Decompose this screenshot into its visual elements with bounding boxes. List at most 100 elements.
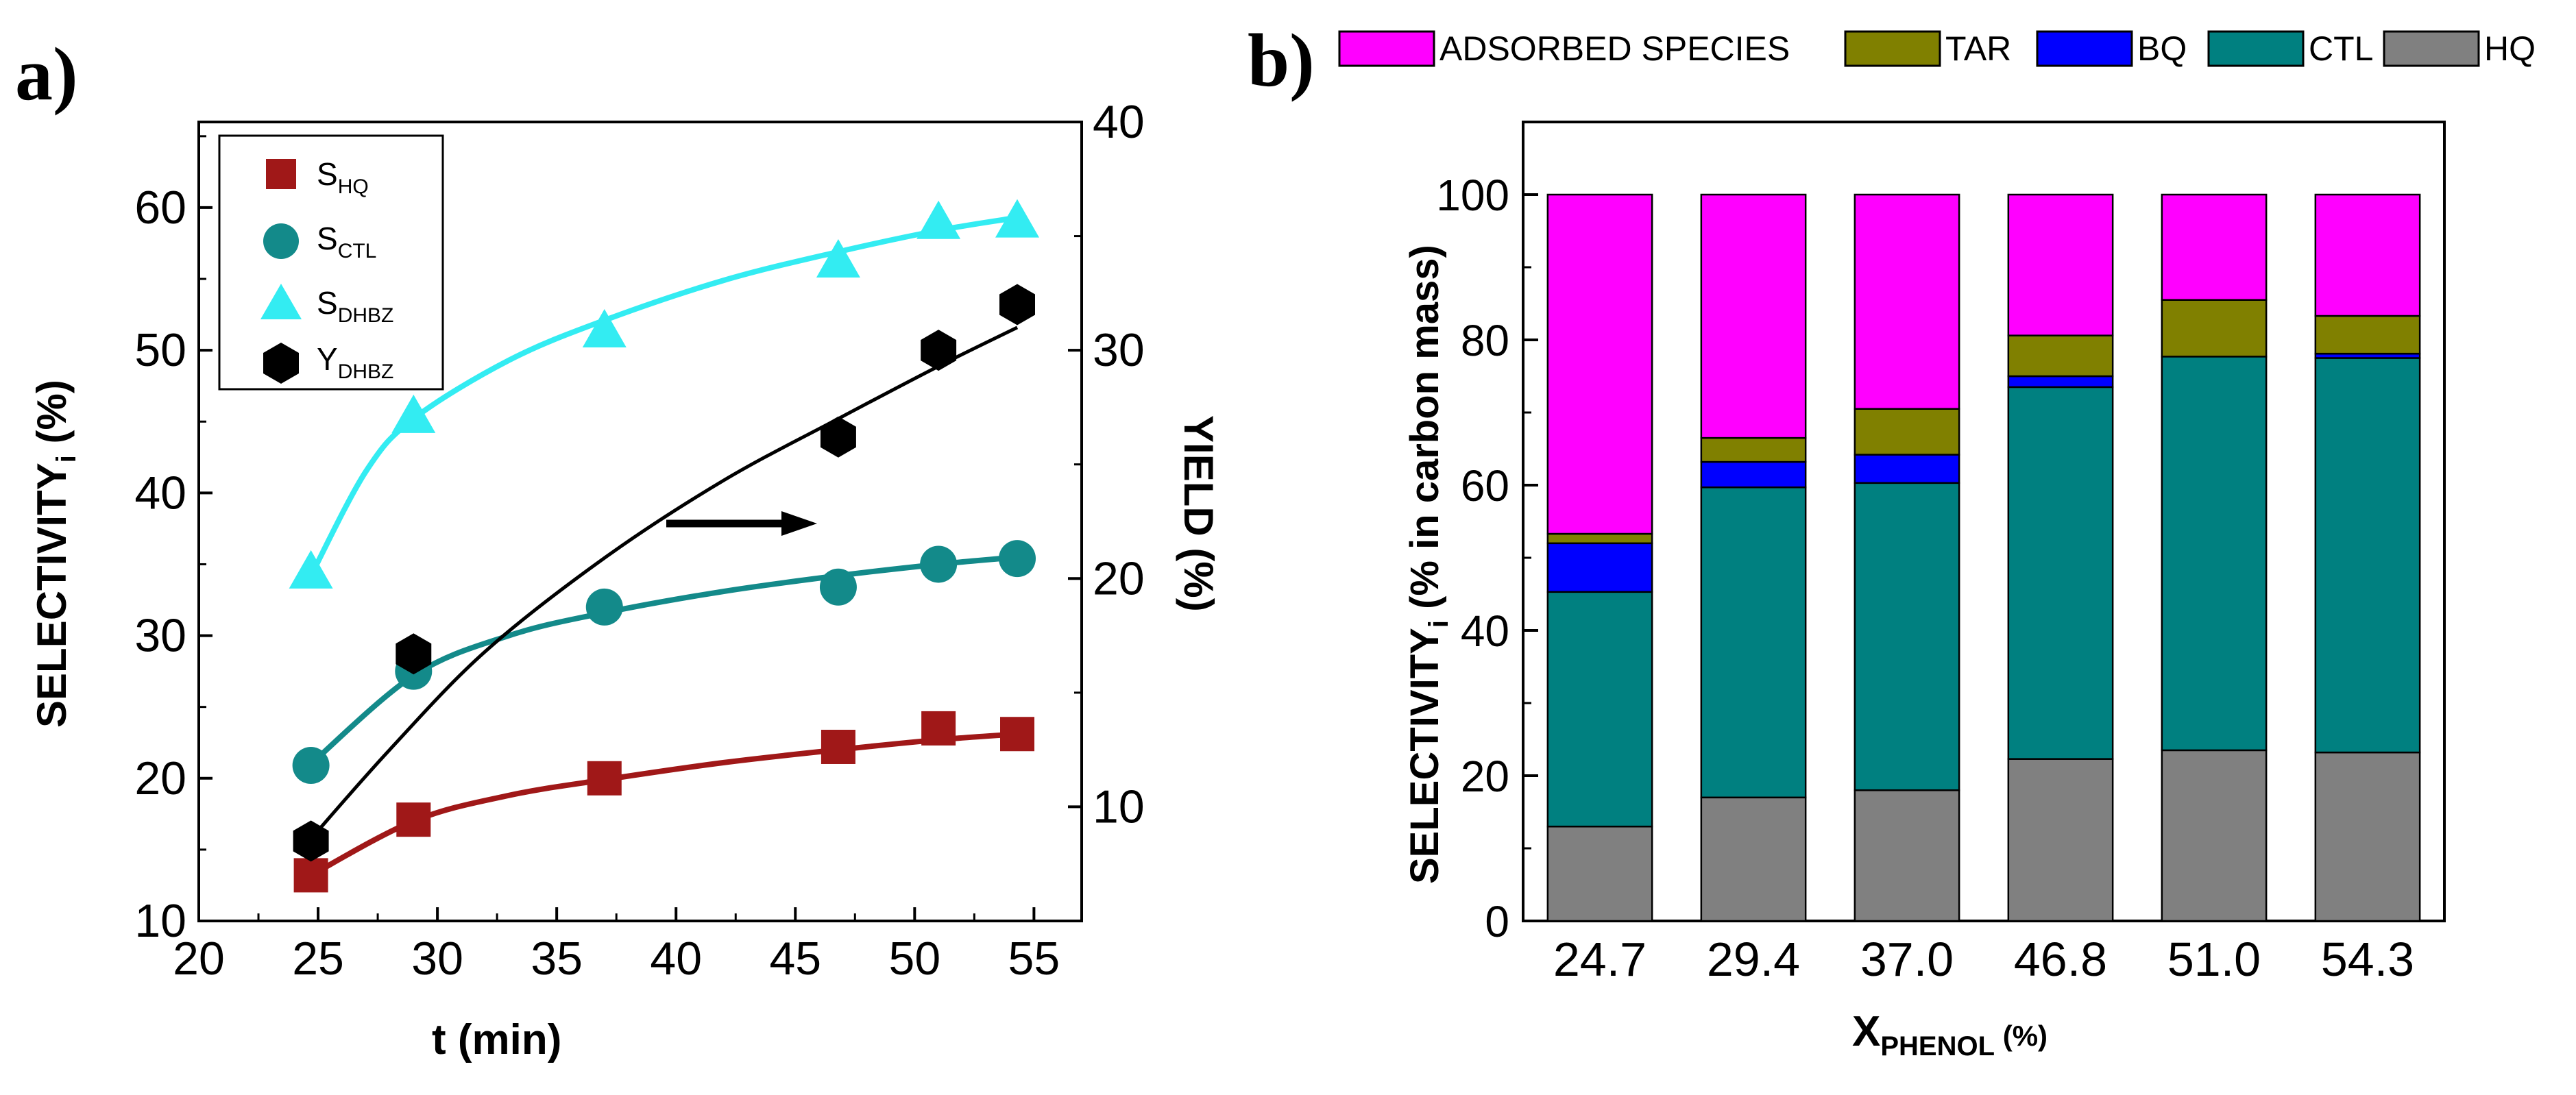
marker-s-ctl bbox=[585, 588, 623, 626]
marker-y-dhbz bbox=[999, 284, 1035, 325]
marker-s-ctl bbox=[920, 545, 958, 583]
legend-item-s-hq: SHQ bbox=[266, 156, 369, 198]
bar-segment-adsorbed-species bbox=[2007, 193, 2114, 336]
legend-item-s-dhbz: SDHBZ bbox=[260, 284, 393, 327]
bar-segment-hq bbox=[2007, 758, 2114, 922]
b-y-tick-label: 0 bbox=[1485, 897, 1509, 946]
marker-s-dhbz bbox=[995, 199, 1040, 238]
stacked-bar-46.8 bbox=[2007, 193, 2114, 922]
b-x-tick-label: 24.7 bbox=[1553, 933, 1647, 986]
a-x-tick-label: 30 bbox=[411, 933, 463, 985]
a-y-tick-label: 40 bbox=[134, 467, 186, 519]
b-x-tick-label: 29.4 bbox=[1707, 933, 1800, 986]
bar-segment-hq bbox=[1854, 789, 1960, 922]
bar-segment-bq bbox=[2007, 375, 2114, 389]
a-x-tick-label: 40 bbox=[650, 933, 702, 985]
svg-text:SCTL: SCTL bbox=[317, 221, 376, 262]
b-y-tick-label: 60 bbox=[1461, 461, 1509, 510]
bar-segment-ctl bbox=[1700, 486, 1807, 799]
stacked-bar-51.0 bbox=[2161, 193, 2268, 922]
a-y2-tick-label: 20 bbox=[1093, 552, 1145, 604]
bar-segment-ctl bbox=[2314, 357, 2421, 754]
panel-b-bars bbox=[1546, 193, 2421, 922]
legend-item-y-dhbz: YDHBZ bbox=[263, 341, 393, 384]
panel-b-legend: ADSORBED SPECIES TAR BQ CTL HQ bbox=[1338, 29, 2536, 68]
panel-a-legend-box bbox=[218, 134, 444, 391]
bar-segment-tar bbox=[2007, 334, 2114, 378]
a-x-tick-label: 45 bbox=[769, 933, 821, 985]
bar-segment-hq bbox=[1546, 825, 1653, 922]
a-y2-tick-label: 30 bbox=[1093, 324, 1145, 376]
panel-b-label: b) bbox=[1248, 19, 1315, 102]
legend-label-hq: HQ bbox=[2484, 29, 2536, 68]
bar-segment-adsorbed-species bbox=[1700, 193, 1807, 439]
bar-segment-hq bbox=[2314, 751, 2421, 922]
marker-s-hq bbox=[1000, 717, 1035, 752]
bar-segment-tar bbox=[2314, 315, 2421, 355]
panel-a-line-chart: a) 20 25 30 35 40 45 50 5510203040506010203040 … bbox=[15, 32, 1222, 1063]
stacked-bar-37.0 bbox=[1854, 193, 1960, 922]
legend-label-y-dhbz: Y bbox=[317, 341, 338, 377]
marker-s-dhbz bbox=[391, 394, 436, 433]
panel-a-y-axis-title: SELECTIVITYi (%) bbox=[29, 380, 82, 728]
marker-y-dhbz bbox=[921, 330, 957, 371]
panel-a-y2-axis-title: YIELD (%) bbox=[1176, 415, 1222, 612]
a-y2-tick-label: 10 bbox=[1093, 780, 1145, 833]
legend-item-adsorbed-species: ADSORBED SPECIES bbox=[1338, 29, 1790, 68]
bar-segment-bq bbox=[1546, 542, 1653, 593]
bar-segment-ctl bbox=[1546, 591, 1653, 828]
legend-label-adsorbed-species: ADSORBED SPECIES bbox=[1439, 29, 1790, 68]
b-y-tick-label: 20 bbox=[1461, 752, 1509, 801]
bar-segment-hq bbox=[2161, 749, 2268, 922]
a-y-tick-label: 20 bbox=[134, 752, 186, 804]
svg-text:SHQ: SHQ bbox=[317, 156, 369, 198]
legend-label-bq: BQ bbox=[2137, 29, 2187, 68]
bar-segment-adsorbed-species bbox=[1854, 193, 1960, 410]
panel-b-x-axis-title: XPHENOL (%) bbox=[1852, 1008, 2048, 1061]
b-x-tick-label: 54.3 bbox=[2321, 933, 2414, 986]
marker-s-dhbz bbox=[916, 200, 961, 239]
a-x-tick-label: 20 bbox=[173, 933, 225, 985]
svg-text:SDHBZ: SDHBZ bbox=[317, 285, 393, 327]
bar-segment-bq bbox=[1854, 454, 1960, 484]
marker-s-ctl bbox=[819, 568, 857, 606]
stacked-bar-54.3 bbox=[2314, 193, 2421, 922]
b-y-tick-label: 40 bbox=[1461, 606, 1509, 656]
legend-label-s-ctl: S bbox=[317, 221, 338, 256]
legend-item-bq: BQ bbox=[2036, 29, 2187, 68]
marker-s-ctl bbox=[292, 747, 330, 785]
marker-y-dhbz bbox=[820, 416, 856, 458]
legend-label-s-hq: S bbox=[317, 156, 338, 192]
panel-a-plot-frame bbox=[197, 121, 1083, 922]
legend-item-tar: TAR bbox=[1844, 29, 2011, 68]
panel-a-markers bbox=[289, 199, 1040, 893]
fit-curve-y-dhbz bbox=[309, 325, 1019, 840]
panel-b-axes: 0 20 40 60 80 100 24.7 29.4 37.0 46.8 51.0 54.3 bbox=[1436, 171, 2414, 986]
bar-segment-ctl bbox=[2007, 386, 2114, 760]
marker-y-dhbz bbox=[293, 820, 329, 862]
bar-segment-hq bbox=[1700, 796, 1807, 922]
bar-segment-adsorbed-species bbox=[2161, 193, 2268, 301]
legend-label-s-dhbz: S bbox=[317, 285, 338, 321]
a-y-tick-label: 10 bbox=[134, 895, 186, 947]
legend-item-s-ctl: SCTL bbox=[263, 221, 376, 262]
marker-s-dhbz bbox=[289, 550, 333, 589]
bar-segment-tar bbox=[2161, 299, 2268, 358]
bar-segment-tar bbox=[1546, 532, 1653, 545]
b-y-tick-label: 100 bbox=[1436, 171, 1509, 220]
marker-s-dhbz bbox=[816, 238, 860, 278]
panel-a-legend: SHQ SCTL SDHBZ YDHBZ bbox=[218, 134, 444, 391]
panel-a-label: a) bbox=[15, 32, 78, 116]
bar-segment-adsorbed-species bbox=[1546, 193, 1653, 535]
a-y2-tick-label: 40 bbox=[1093, 96, 1145, 148]
marker-s-hq bbox=[293, 858, 328, 893]
svg-text:YDHBZ: YDHBZ bbox=[317, 341, 393, 383]
panel-b-stacked-bar-chart: b) ADSORBED SPECIES TAR BQ CTL HQ bbox=[1248, 19, 2536, 1061]
bar-segment-bq bbox=[1700, 460, 1807, 489]
marker-s-hq bbox=[587, 761, 622, 796]
b-x-tick-label: 51.0 bbox=[2167, 933, 2261, 986]
a-y-tick-label: 60 bbox=[134, 182, 186, 234]
stacked-bar-29.4 bbox=[1700, 193, 1807, 922]
bar-segment-tar bbox=[1854, 408, 1960, 456]
marker-s-hq bbox=[396, 802, 431, 837]
